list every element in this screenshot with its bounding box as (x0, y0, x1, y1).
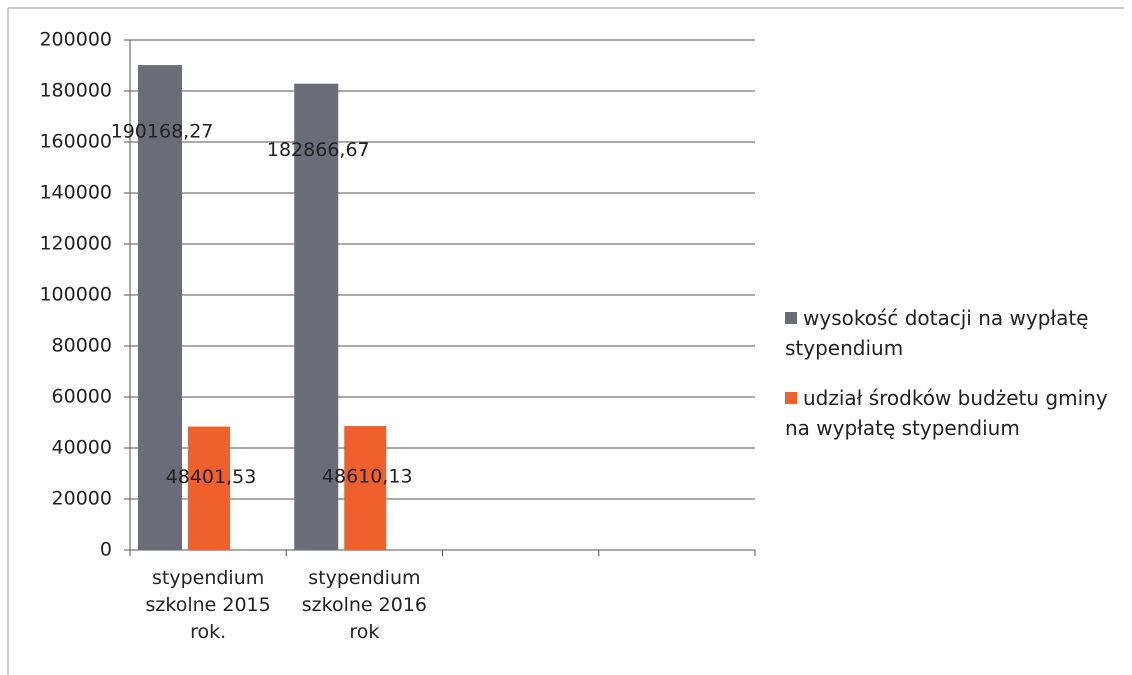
y-tick-label: 100000 (39, 284, 112, 306)
data-label: 48401,53 (166, 466, 257, 488)
y-tick-label: 60000 (52, 386, 112, 408)
y-tick-label: 140000 (39, 182, 112, 204)
bar (138, 65, 182, 550)
legend-entry: udział środków budżetu gminy na wypłatę … (785, 383, 1115, 443)
legend-swatch (785, 392, 797, 404)
y-tick-label: 20000 (52, 488, 112, 510)
data-label: 182866,67 (267, 139, 370, 161)
y-tick-label: 120000 (39, 233, 112, 255)
x-tick-label: stypendium szkolne 2016 rok (301, 567, 427, 643)
legend-entry: wysokość dotacji na wypłatę stypendium (785, 303, 1115, 363)
x-tick-label: stypendium szkolne 2015 rok. (145, 567, 271, 643)
bar (188, 426, 230, 550)
y-tick-label: 160000 (39, 131, 112, 153)
data-label: 48610,13 (322, 466, 413, 488)
y-tick-label: 0 (100, 539, 112, 561)
y-tick-label: 40000 (52, 437, 112, 459)
bar (294, 83, 339, 550)
legend-label: wysokość dotacji na wypłatę stypendium (785, 306, 1089, 360)
data-label: 190168,27 (111, 121, 214, 143)
y-tick-label: 200000 (39, 29, 112, 51)
y-tick-label: 80000 (52, 335, 112, 357)
legend-swatch (785, 312, 797, 324)
legend-label: udział środków budżetu gminy na wypłatę … (785, 386, 1108, 440)
y-tick-label: 180000 (39, 80, 112, 102)
bar (344, 426, 387, 550)
